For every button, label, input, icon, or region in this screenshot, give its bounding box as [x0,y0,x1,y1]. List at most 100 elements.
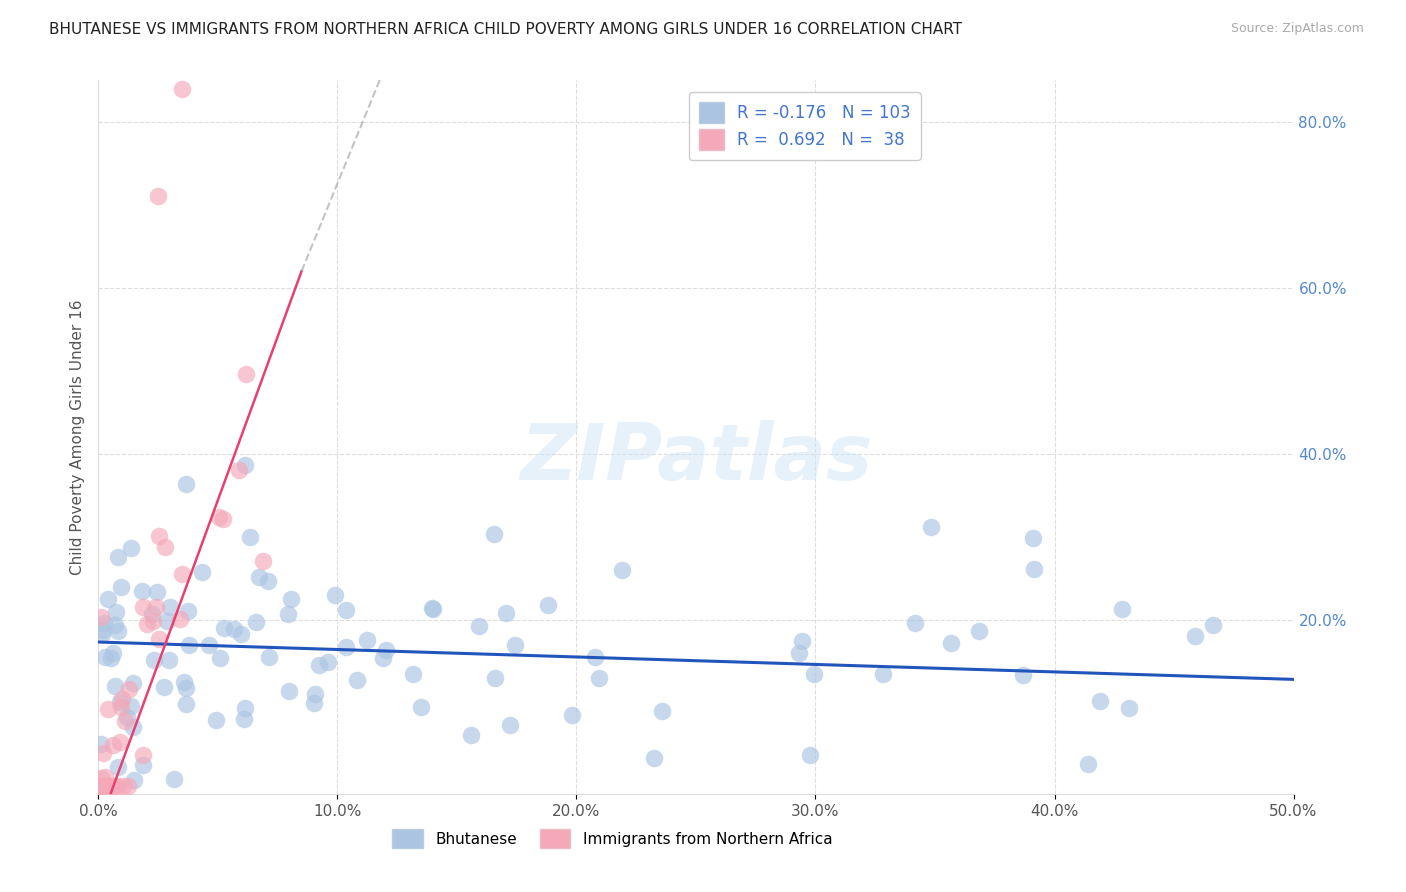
Point [371,651,394,665]
Point [346,673,368,687]
Point [105,779,128,793]
Point [177,604,200,618]
Point [148,529,170,543]
Point [228,463,250,477]
Point [1022,562,1045,576]
Point [249,570,271,584]
Point [1201,617,1223,632]
Point [120,698,142,713]
Point [537,598,560,612]
Point [191,565,214,579]
Point [117,779,139,793]
Point [205,713,228,727]
Point [214,621,236,635]
Point [105,605,128,619]
Point [120,541,142,556]
Point [375,642,398,657]
Point [148,632,170,647]
Point [90,610,112,624]
Point [468,618,491,632]
Point [142,615,165,629]
Point [132,599,155,614]
Point [104,679,127,693]
Point [136,616,159,631]
Point [131,584,153,599]
Point [499,718,522,732]
Point [163,772,186,786]
Point [177,638,200,652]
Point [111,779,134,793]
Point [101,739,124,753]
Point [174,697,197,711]
Point [145,600,167,615]
Point [233,712,256,726]
Point [169,612,191,626]
Point [91,746,114,760]
Point [316,655,339,669]
Point [97,779,120,793]
Point [159,600,181,615]
Point [118,681,141,696]
Point [94,650,117,665]
Point [208,651,231,665]
Legend: Bhutanese, Immigrants from Northern Africa: Bhutanese, Immigrants from Northern Afri… [387,823,838,854]
Point [323,588,346,602]
Point [1118,700,1140,714]
Point [1184,629,1206,643]
Point [790,633,813,648]
Point [91,779,114,793]
Point [356,633,378,648]
Point [107,760,129,774]
Text: ZIPatlas: ZIPatlas [520,420,872,497]
Point [145,585,167,599]
Point [245,615,267,630]
Point [90,779,112,793]
Point [115,710,138,724]
Point [93,770,115,784]
Point [257,650,280,665]
Point [142,653,165,667]
Point [90,772,112,786]
Point [1022,531,1045,545]
Point [141,607,163,621]
Point [257,574,280,588]
Point [97,591,120,606]
Point [122,773,145,788]
Point [872,666,894,681]
Text: BHUTANESE VS IMMIGRANTS FROM NORTHERN AFRICA CHILD POVERTY AMONG GIRLS UNDER 16 : BHUTANESE VS IMMIGRANTS FROM NORTHERN AF… [49,22,962,37]
Point [308,658,330,673]
Point [277,607,299,621]
Point [148,189,170,203]
Point [174,681,197,695]
Point [93,615,115,630]
Point [561,707,583,722]
Point [235,458,257,472]
Point [233,700,256,714]
Point [108,695,131,709]
Point [1088,694,1111,708]
Point [174,477,197,491]
Point [101,646,124,660]
Point [278,683,301,698]
Point [110,699,132,714]
Point [610,563,633,577]
Point [422,602,444,616]
Point [401,666,423,681]
Point [152,680,174,694]
Point [335,603,357,617]
Point [111,692,134,706]
Point [91,623,114,637]
Point [153,540,176,554]
Point [122,676,145,690]
Point [107,624,129,638]
Point [803,666,825,681]
Point [208,510,231,524]
Point [503,638,526,652]
Point [588,671,610,685]
Point [484,526,506,541]
Point [409,700,432,714]
Y-axis label: Child Poverty Among Girls Under 16: Child Poverty Among Girls Under 16 [69,300,84,574]
Point [100,779,122,793]
Point [304,687,326,701]
Point [252,554,274,568]
